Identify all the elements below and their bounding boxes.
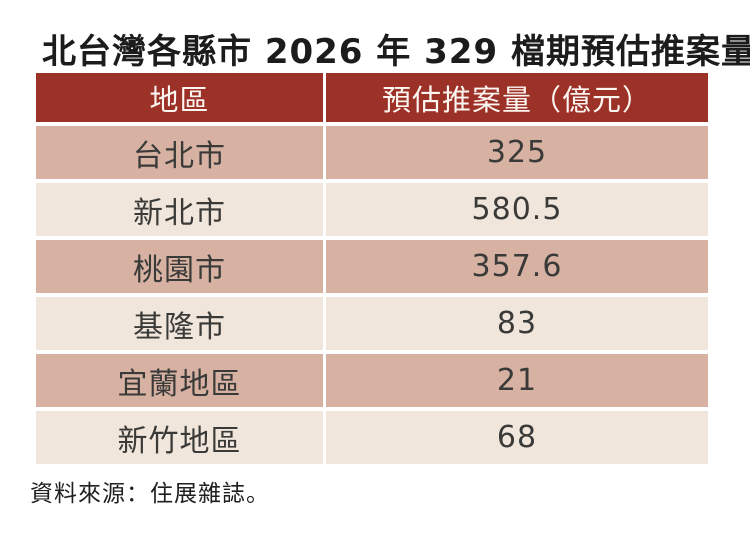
value-cell-taoyuan: 357.6 <box>326 240 708 293</box>
region-cell-hsinchu: 新竹地區 <box>36 411 323 464</box>
region-cell-yilan: 宜蘭地區 <box>36 354 323 407</box>
source-note: 資料來源：住展雜誌。 <box>30 481 270 507</box>
region-cell-newtaipei: 新北市 <box>36 183 323 236</box>
value-cell-hsinchu: 68 <box>326 411 708 464</box>
value-cell-taipei: 325 <box>326 126 708 179</box>
table-header-region: 地區 <box>36 73 323 122</box>
region-cell-taoyuan: 桃園市 <box>36 240 323 293</box>
table-header-volume: 預估推案量（億元） <box>326 73 708 122</box>
value-cell-yilan: 21 <box>326 354 708 407</box>
value-cell-newtaipei: 580.5 <box>326 183 708 236</box>
region-cell-keelung: 基隆市 <box>36 297 323 350</box>
value-cell-keelung: 83 <box>326 297 708 350</box>
data-table: 地區 預估推案量（億元） 台北市 325 新北市 580.5 桃園市 357.6… <box>36 73 708 464</box>
chart-title: 北台灣各縣市 2026 年 329 檔期預估推案量 <box>42 32 750 72</box>
region-cell-taipei: 台北市 <box>36 126 323 179</box>
